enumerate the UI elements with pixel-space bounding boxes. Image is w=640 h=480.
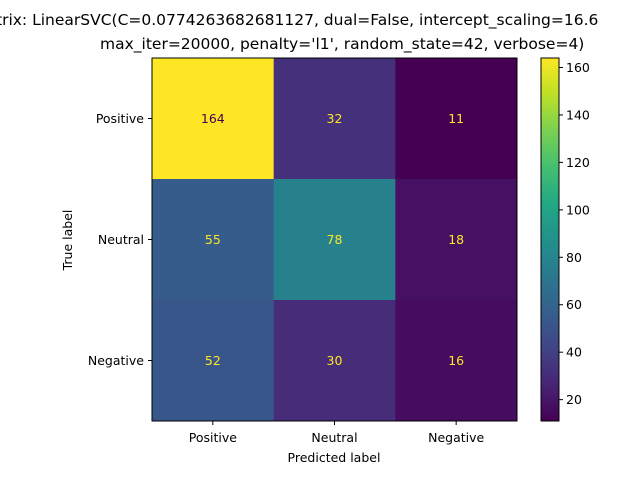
heatmap-cell-labels: 164 32 11 55 78 18 52 30 16 (201, 111, 464, 368)
heatmap-cell-2-0 (152, 300, 275, 422)
heatmap-cell-1-2 (395, 179, 518, 301)
y-axis-label: True label (60, 210, 75, 272)
y-tick-label: Neutral (98, 232, 144, 247)
x-tick-label: Neutral (311, 430, 357, 445)
cell-value-2-1: 30 (327, 353, 343, 368)
heatmap-cell-1-0 (152, 179, 275, 301)
cell-value-2-0: 52 (205, 353, 221, 368)
colorbar-tick-label: 160 (566, 60, 590, 75)
y-tick-label: Negative (88, 353, 144, 368)
x-tick-label: Negative (428, 430, 484, 445)
colorbar (541, 58, 559, 421)
colorbar-tick-label: 120 (566, 155, 590, 170)
heatmap-cell-0-0 (152, 58, 275, 180)
colorbar-tick-label: 20 (566, 392, 582, 407)
x-axis: Positive Neutral Negative (189, 421, 485, 445)
colorbar-ticks: 20 40 60 80 100 120 140 160 (559, 60, 590, 407)
chart-title-line1: trix: LinearSVC(C=0.0774263682681127, du… (0, 11, 598, 30)
colorbar-tick-label: 60 (566, 297, 582, 312)
heatmap-cell-0-1 (273, 58, 396, 180)
colorbar-frame (540, 57, 560, 422)
colorbar-tick-label: 40 (566, 345, 582, 360)
colorbar-tick-label: 140 (566, 107, 590, 122)
cell-value-1-0: 55 (205, 232, 221, 247)
cell-value-1-2: 18 (448, 232, 464, 247)
heatmap-cell-2-2 (395, 300, 518, 422)
heatmap-cell-2-1 (273, 300, 396, 422)
y-tick-label: Positive (96, 111, 144, 126)
colorbar-tick-label: 100 (566, 202, 590, 217)
heatmap-cells (152, 58, 518, 422)
chart-title-line2: max_iter=20000, penalty='l1', random_sta… (100, 35, 584, 54)
cell-value-2-2: 16 (448, 353, 464, 368)
heatmap-cell-0-2 (395, 58, 518, 180)
cell-value-0-2: 11 (448, 111, 464, 126)
x-axis-label: Predicted label (288, 450, 381, 465)
cell-value-1-1: 78 (327, 232, 343, 247)
y-axis: Positive Neutral Negative (88, 111, 152, 368)
heatmap-cell-1-1 (273, 179, 396, 301)
colorbar-tick-label: 80 (566, 250, 582, 265)
cell-value-0-1: 32 (327, 111, 343, 126)
cell-value-0-0: 164 (201, 111, 225, 126)
x-tick-label: Positive (189, 430, 237, 445)
